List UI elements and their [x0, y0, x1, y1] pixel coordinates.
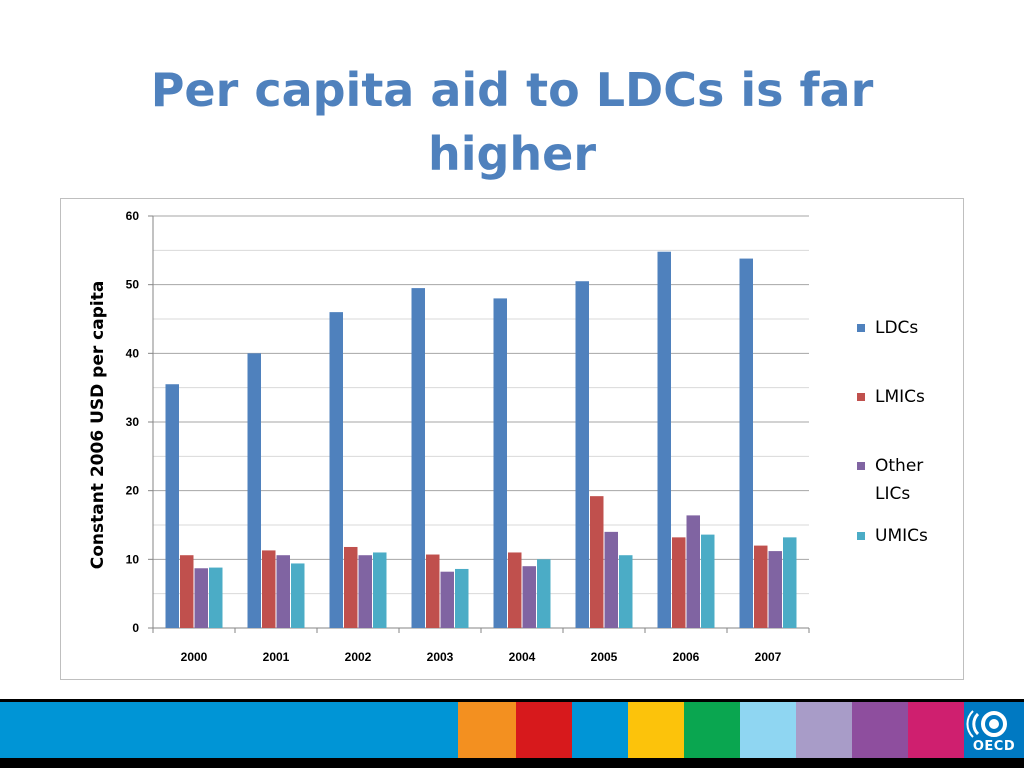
footer-segment-purple: [852, 702, 908, 758]
footer-segment-lavender: [796, 702, 852, 758]
bar-lmics-2006: [672, 537, 686, 628]
bar-umics-2005: [619, 555, 633, 628]
y-tick-label: 0: [132, 621, 139, 635]
bar-ldcs-2005: [575, 281, 589, 628]
y-axis-title: Constant 2006 USD per capita: [88, 281, 108, 570]
bar-lmics-2004: [508, 552, 522, 628]
bar-umics-2006: [701, 534, 715, 628]
x-tick-label: 2004: [509, 650, 536, 664]
legend-label: LDCs: [875, 318, 918, 338]
bar-lmics-2001: [262, 550, 276, 628]
bar-other-lics-2004: [522, 566, 536, 628]
legend-label: UMICs: [875, 526, 928, 546]
bar-ldcs-2002: [329, 312, 343, 628]
bar-chart: 0 10 20 30 40 50 60 Constant 2006 USD per capit…: [88, 209, 928, 664]
footer-bar: [0, 699, 1024, 768]
x-tick-label: 2001: [263, 650, 290, 664]
footer-segment-red: [516, 702, 572, 758]
footer-segment-yellow: [628, 702, 684, 758]
oecd-logo-text: OECD: [972, 739, 1016, 754]
y-tick-label: 40: [126, 346, 140, 360]
bar-other-lics-2000: [194, 568, 208, 628]
bar-other-lics-2001: [276, 555, 290, 628]
legend-swatch-other-lics: [857, 462, 865, 470]
x-tick-label: 2005: [591, 650, 618, 664]
bar-lmics-2005: [590, 496, 604, 628]
legend-swatch-lmics: [857, 393, 865, 401]
footer-segment-orange: [458, 702, 516, 758]
x-tick-label: 2006: [673, 650, 700, 664]
bar-ldcs-2001: [247, 353, 261, 628]
footer-black-band: [0, 758, 1024, 768]
bar-other-lics-2005: [604, 531, 618, 628]
footer-segment-blue-wide: [0, 702, 458, 758]
bar-ldcs-2000: [165, 384, 179, 628]
chart-frame: 0 10 20 30 40 50 60 Constant 2006 USD per capit…: [60, 198, 964, 680]
bar-lmics-2007: [754, 545, 768, 628]
legend-swatch-umics: [857, 532, 865, 540]
oecd-logo: OECD: [964, 702, 1024, 758]
bar-umics-2002: [373, 552, 387, 628]
slide-title-line-1: Per capita aid to LDCs is far higher: [150, 63, 874, 181]
bar-umics-2001: [291, 563, 305, 628]
y-tick-label: 60: [126, 209, 140, 223]
bar-umics-2000: [209, 567, 223, 628]
footer-segment-light-blue: [740, 702, 796, 758]
bar-umics-2007: [783, 537, 797, 628]
y-tick-label: 20: [126, 484, 140, 498]
footer-color-strip: [0, 702, 1024, 758]
x-tick-label: 2007: [755, 650, 782, 664]
legend-label: LMICs: [875, 387, 925, 407]
bar-lmics-2002: [344, 546, 358, 628]
bar-lmics-2000: [180, 555, 194, 628]
bar-ldcs-2004: [493, 298, 507, 628]
bar-ldcs-2006: [657, 251, 671, 628]
x-tick-label: 2000: [181, 650, 208, 664]
footer-segment-green: [684, 702, 740, 758]
footer-segment-magenta: [908, 702, 964, 758]
y-tick-label: 10: [126, 552, 140, 566]
bar-other-lics-2002: [358, 555, 372, 628]
y-tick-label: 50: [126, 278, 140, 292]
oecd-logo-icon: [966, 710, 1007, 738]
bar-ldcs-2003: [411, 288, 425, 628]
bar-umics-2004: [537, 559, 551, 628]
bar-umics-2003: [455, 568, 469, 628]
bar-lmics-2003: [426, 554, 440, 628]
bar-ldcs-2007: [739, 258, 753, 628]
bar-other-lics-2007: [768, 551, 782, 628]
legend-label: Other LICs: [875, 456, 923, 504]
legend-swatch-ldcs: [857, 324, 865, 332]
footer-segment-blue: [572, 702, 628, 758]
bar-other-lics-2006: [686, 515, 700, 628]
x-tick-label: 2003: [427, 650, 454, 664]
bar-other-lics-2003: [440, 571, 454, 628]
y-tick-label: 30: [126, 415, 140, 429]
x-tick-label: 2002: [345, 650, 372, 664]
